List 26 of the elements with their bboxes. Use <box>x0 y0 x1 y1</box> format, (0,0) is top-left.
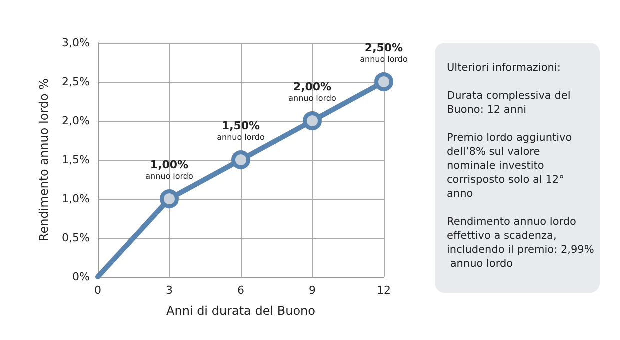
y-tick-label: 2,0% <box>62 114 90 128</box>
y-tick-label: 1,0% <box>62 192 90 206</box>
x-tick-label: 12 <box>377 284 391 297</box>
data-label: 1,50% annuo lordo <box>217 120 265 142</box>
text: Ulteriori informazioni: <box>447 62 561 74</box>
text: Premio lordo aggiuntivo dell’8% sul valore nominale investito corrisposto solo al 12° anno <box>447 132 576 200</box>
data-label: 2,50% annuo lordo <box>360 42 408 64</box>
y-tick-label: 2,5% <box>62 76 90 88</box>
y-tick-label: 0,5% <box>62 232 90 244</box>
point <box>232 150 250 170</box>
x-tick-label: 6 <box>238 284 244 297</box>
text: Rendimento annuo lordo effettivo a scadenza, includendo il premio: 2,99% annuo lordo <box>447 216 594 270</box>
x-axis-title: Anni di durata del Buono <box>166 304 316 318</box>
y-tick-label: 1,5% <box>62 154 90 166</box>
y-tick-label: 3,0% <box>62 36 90 50</box>
point <box>303 112 322 130</box>
data-label: 1,00% annuo lordo <box>146 158 194 181</box>
y-tick-label: 0% <box>72 270 90 284</box>
text: Durata complessiva del Buono: 12 anni <box>447 90 574 116</box>
x-tick-label: 9 <box>309 284 316 297</box>
point <box>160 190 179 208</box>
x-tick-label: 0 <box>94 284 102 297</box>
point <box>374 72 394 92</box>
y-axis-title: Rendimento annuo lordo % <box>37 78 51 242</box>
data-label: 2,00% annuo lordo <box>288 80 336 103</box>
x-tick-label: 3 <box>166 284 173 297</box>
